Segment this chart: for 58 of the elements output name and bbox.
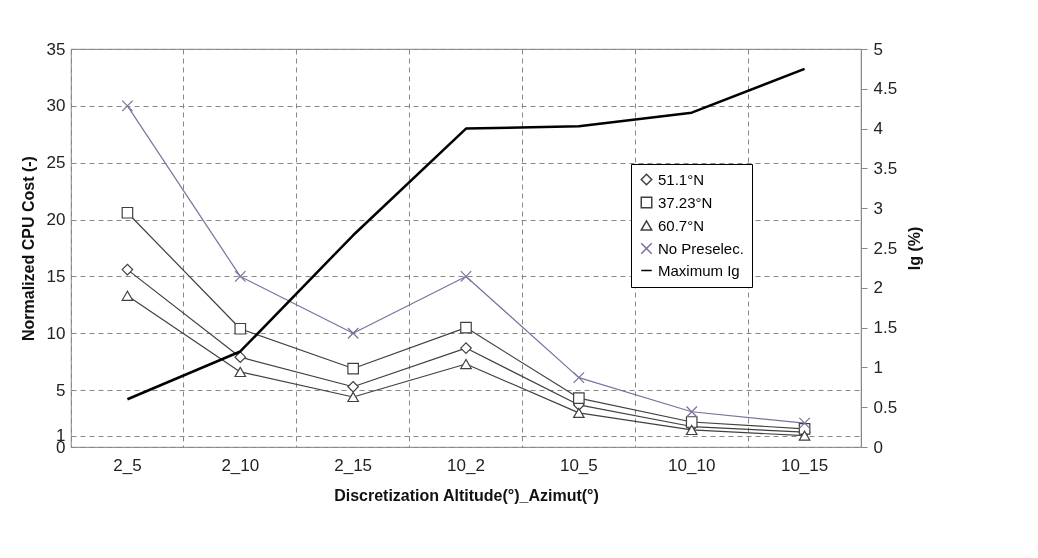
point xyxy=(121,290,134,301)
point xyxy=(573,371,585,384)
y-tick-label: 15 xyxy=(46,266,66,286)
legend-label: No Preselec. xyxy=(658,239,744,257)
legend-label: 51.1°N xyxy=(658,170,705,188)
x-axis-title: Discretization Altitude(°)_Azimut(°) xyxy=(334,486,599,504)
y-tick-label: 30 xyxy=(46,96,66,116)
point xyxy=(460,342,472,354)
legend-label: 37.23°N xyxy=(658,193,713,211)
legend-label: Maximum Ig xyxy=(658,261,740,279)
line-series xyxy=(126,67,806,401)
y2-tick-label: 2.5 xyxy=(873,238,898,258)
point xyxy=(460,270,472,283)
point xyxy=(460,358,472,370)
point xyxy=(234,351,247,364)
point xyxy=(798,430,811,441)
y2-tick-label: 2 xyxy=(873,278,883,298)
y2-tick-label: 3.5 xyxy=(873,158,898,178)
y-tick-label: 20 xyxy=(46,210,66,230)
y2-axis-title: Ig (%) xyxy=(906,226,924,271)
point xyxy=(685,424,698,436)
y-axis-title: Normalized CPU Cost (-) xyxy=(19,156,37,341)
point xyxy=(121,263,134,276)
point xyxy=(121,100,134,112)
point xyxy=(685,405,698,418)
x-tick-label: 10_10 xyxy=(668,455,716,475)
point xyxy=(798,417,811,429)
point xyxy=(234,270,247,283)
point xyxy=(121,206,134,219)
legend-label: 60.7°N xyxy=(658,216,705,234)
y-tick-label: 5 xyxy=(56,380,66,400)
x-tick-label: 10_15 xyxy=(780,455,829,475)
y-tick-label: 25 xyxy=(46,153,66,173)
y-tick-label: 35 xyxy=(46,39,66,59)
y2-tick-label: 1.5 xyxy=(873,318,898,338)
y2-tick-label: 5 xyxy=(873,39,883,59)
y2-tick-label: 0.5 xyxy=(873,397,898,417)
x-tick-label: 10_2 xyxy=(447,455,485,475)
point xyxy=(573,407,585,419)
point xyxy=(460,321,472,334)
x-tick-label: 2_15 xyxy=(334,455,373,475)
x-tick-label: 2_10 xyxy=(221,455,260,475)
y2-tick-label: 0 xyxy=(873,437,883,457)
point xyxy=(234,366,247,378)
y-tick-label: 10 xyxy=(46,323,66,343)
point xyxy=(347,391,359,403)
point xyxy=(347,327,359,340)
y2-tick-label: 3 xyxy=(873,198,883,218)
point xyxy=(347,380,359,393)
point xyxy=(685,416,698,428)
x-tick-label: 10_5 xyxy=(559,455,598,475)
point xyxy=(234,322,247,335)
x-tick-label: 2_5 xyxy=(113,455,142,475)
y2-tick-label: 4.5 xyxy=(873,79,898,99)
y2-tick-label: 1 xyxy=(873,357,883,377)
y2-tick-label: 4 xyxy=(873,119,883,139)
point xyxy=(347,362,359,375)
point xyxy=(573,392,585,404)
